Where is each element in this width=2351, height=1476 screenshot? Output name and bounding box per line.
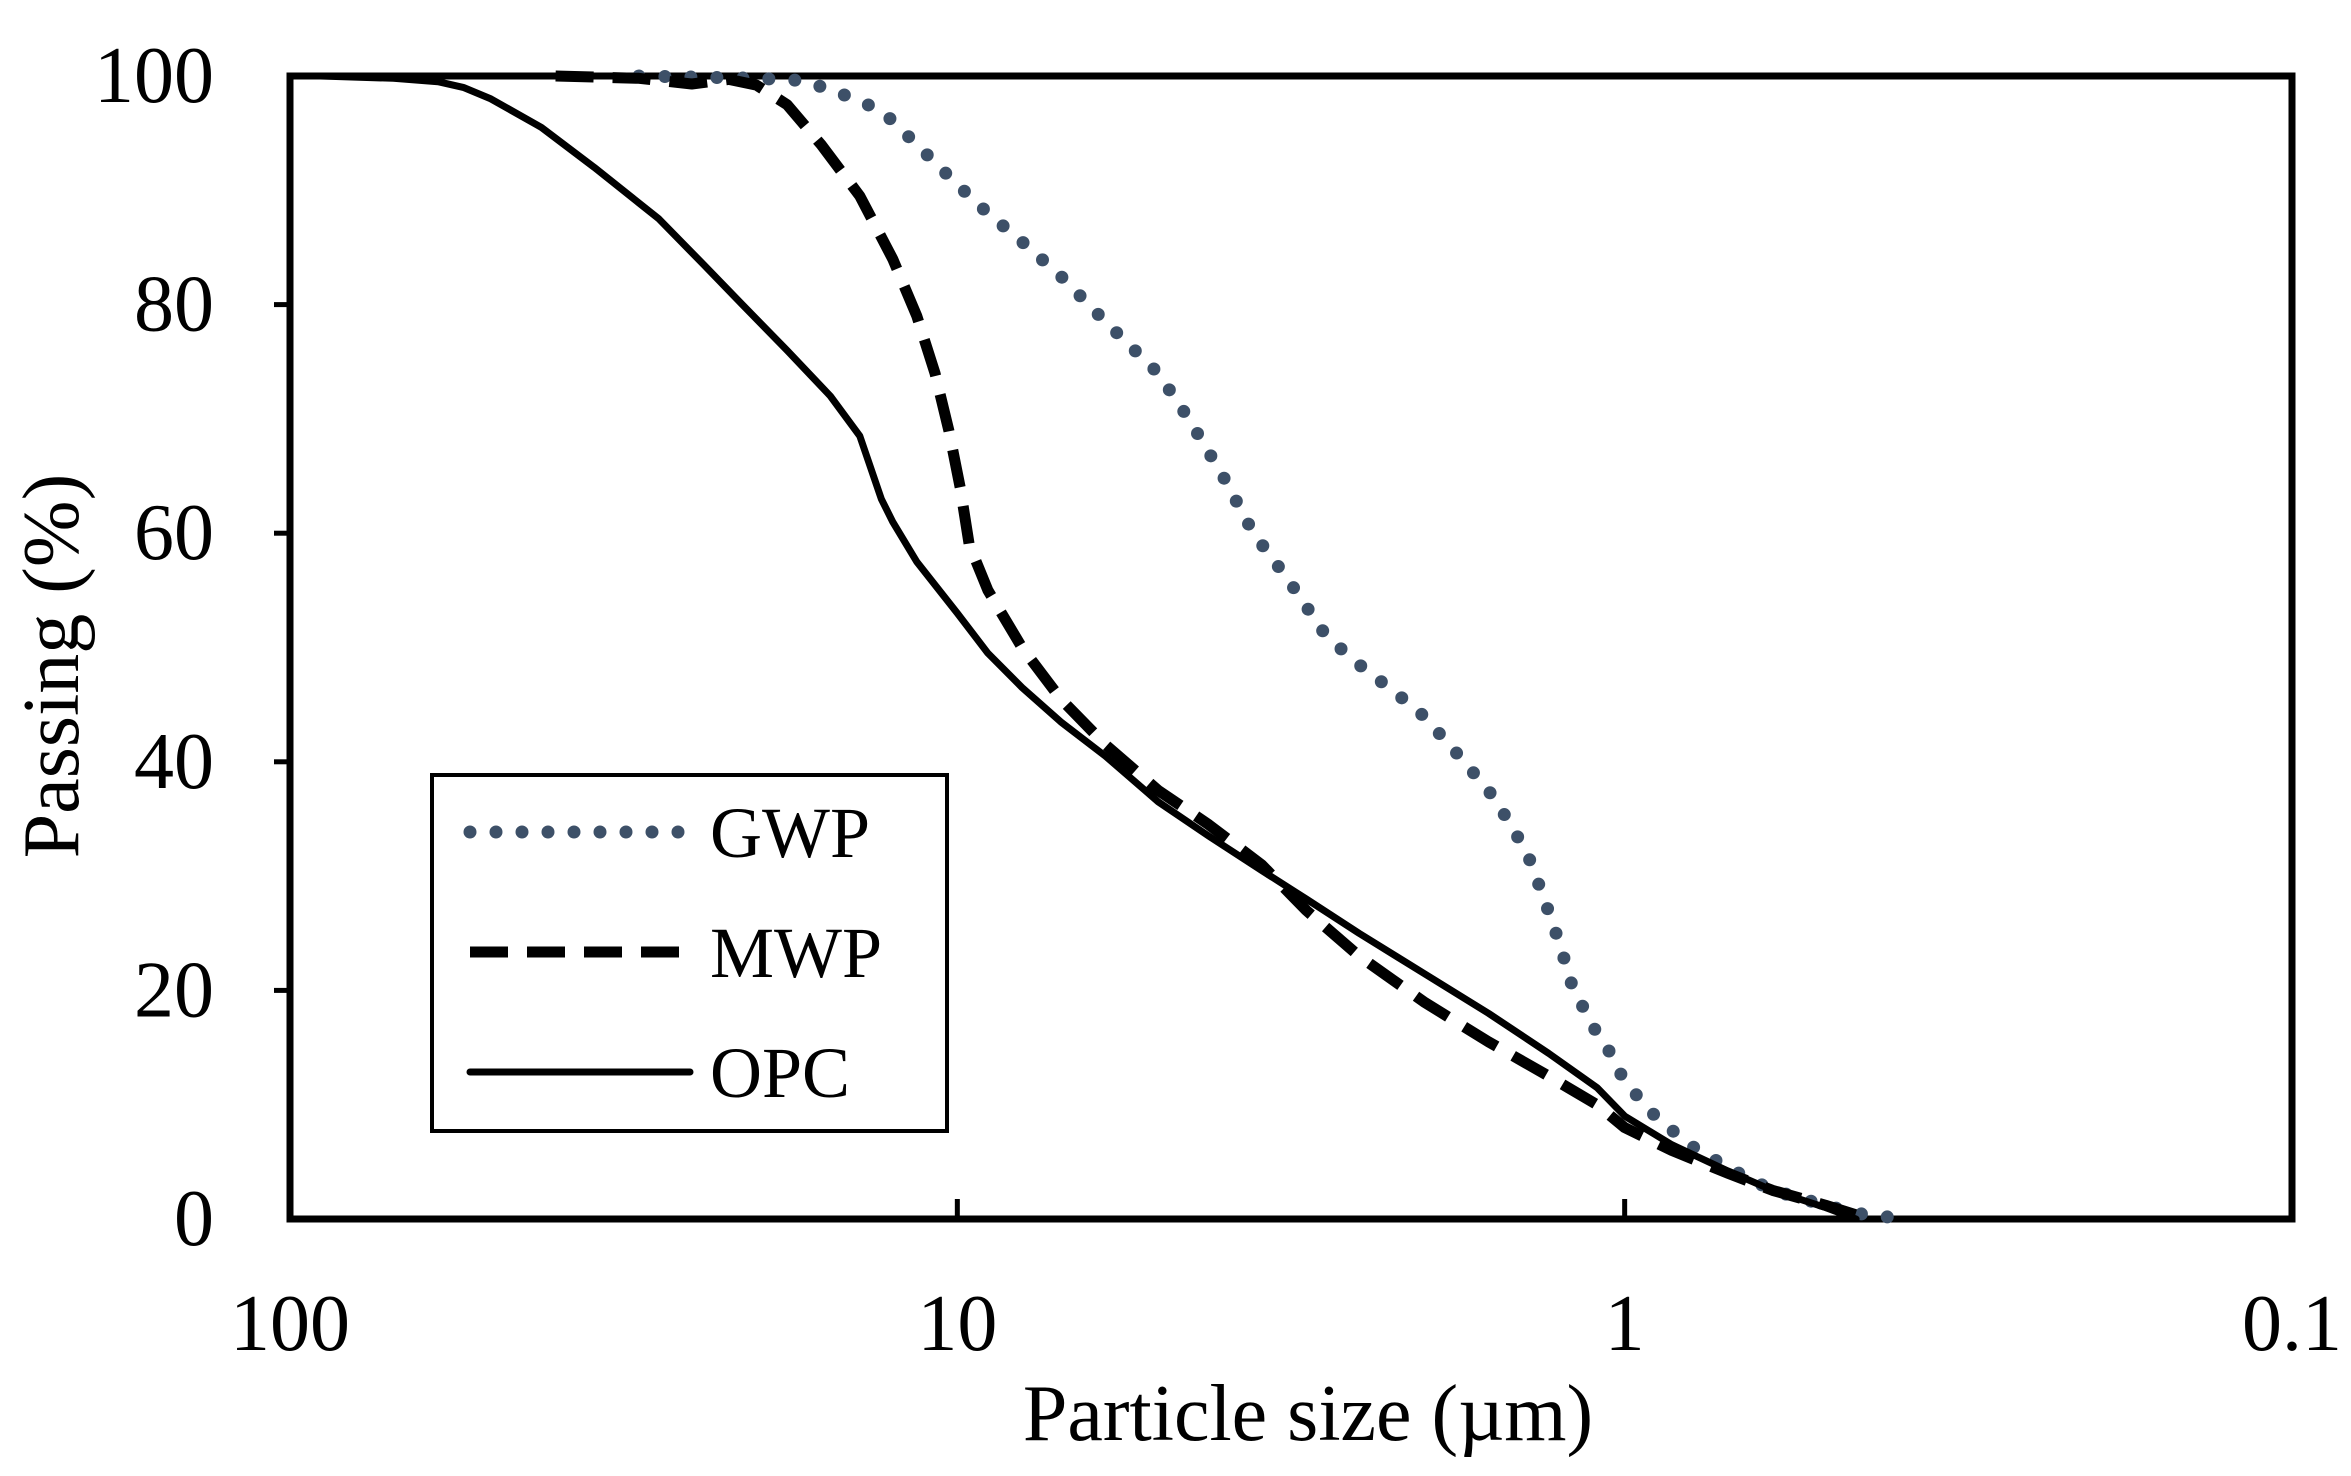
legend: GWP MWP OPC [430, 773, 949, 1133]
legend-label-opc: OPC [710, 1033, 850, 1113]
plot-area-frame [286, 72, 2296, 1223]
y-axis-ticks: 0 20 40 60 80 100 [94, 32, 290, 1263]
y-tick-label: 100 [94, 32, 214, 120]
series-line-mwp [555, 70, 1871, 1225]
x-tick-label: 1 [1605, 1280, 1645, 1368]
legend-label-gwp: GWP [710, 793, 870, 873]
legend-label-mwp: MWP [710, 913, 882, 993]
x-axis-label: Particle size (µm) [1023, 1370, 1593, 1458]
y-tick-label: 60 [134, 489, 214, 577]
y-tick-label: 40 [134, 718, 214, 806]
y-tick-label: 20 [134, 946, 214, 1034]
y-axis-label: Passing (%) [8, 474, 96, 858]
series-layer [317, 69, 1912, 1226]
y-tick-label: 80 [134, 261, 214, 349]
series-line-opc [317, 72, 1860, 1223]
series-line-gwp [632, 69, 1912, 1226]
x-tick-label: 0.1 [2242, 1280, 2342, 1368]
x-axis-ticks: 100 10 1 0.1 [230, 1199, 2342, 1368]
y-tick-label: 0 [174, 1175, 214, 1263]
x-tick-label: 100 [230, 1280, 350, 1368]
x-tick-label: 10 [917, 1280, 997, 1368]
